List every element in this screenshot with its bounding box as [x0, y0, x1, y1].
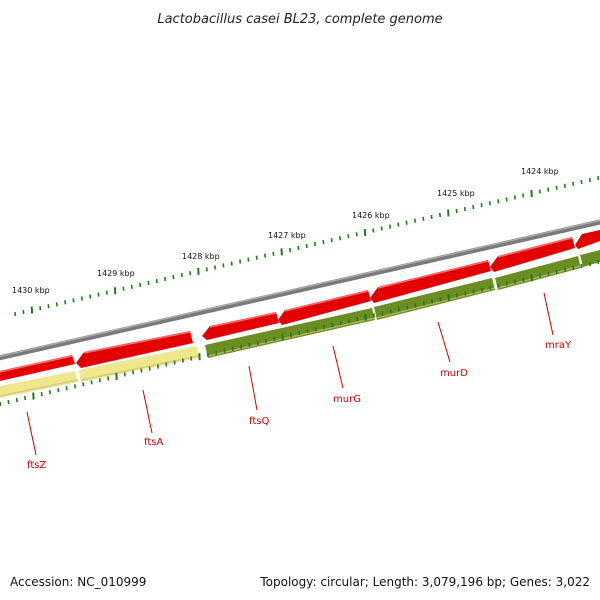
reverse-gene-bar[interactable] [580, 250, 600, 267]
kbp-label: 1429 kbp [97, 269, 135, 278]
gene-label-ftsA[interactable]: ftsA [144, 437, 163, 448]
kbp-label: 1430 kbp [12, 286, 50, 295]
reverse-gene-bar[interactable] [495, 256, 581, 290]
forward-gene-arrow[interactable] [490, 237, 575, 272]
kbp-label: 1424 kbp [521, 167, 559, 176]
gene-label-ftsZ[interactable]: ftsZ [27, 460, 46, 471]
gene-labels: ftsZ ftsA ftsQ murG murD mraY [27, 340, 572, 471]
reverse-strand-genes [0, 250, 600, 398]
kbp-label: 1427 kbp [268, 231, 306, 240]
genome-backbone [0, 219, 600, 361]
outer-tick-marks [14, 175, 600, 317]
forward-strand-genes [0, 230, 600, 381]
gene-label-murG[interactable]: murG [333, 394, 361, 405]
kbp-label: 1428 kbp [182, 252, 220, 261]
gene-label-leaders [26, 292, 554, 456]
kbp-label: 1426 kbp [352, 211, 390, 220]
map-title: Lactobacillus casei BL23, complete genom… [157, 12, 442, 27]
kbp-label: 1425 kbp [437, 189, 475, 198]
forward-gene-arrow[interactable] [370, 260, 491, 303]
inner-tick-marks [0, 259, 600, 407]
reverse-gene-bar[interactable] [79, 346, 199, 382]
reverse-gene-bar[interactable] [205, 308, 375, 358]
kbp-labels: 1430 kbp 1429 kbp 1428 kbp 1427 kbp 1426… [12, 167, 559, 295]
accession-text: Accession: NC_010999 [10, 575, 147, 589]
gene-label-mraY[interactable]: mraY [545, 340, 572, 351]
reverse-gene-bar[interactable] [374, 278, 495, 320]
gene-label-ftsQ[interactable]: ftsQ [249, 416, 269, 427]
forward-gene-arrow[interactable] [202, 312, 279, 340]
forward-gene-arrow[interactable] [575, 230, 600, 249]
forward-gene-arrow[interactable] [76, 331, 193, 368]
genome-summary-text: Topology: circular; Length: 3,079,196 bp… [260, 575, 590, 589]
forward-gene-arrow[interactable] [278, 290, 371, 325]
gene-label-murD[interactable]: murD [440, 368, 468, 379]
forward-gene-arrow[interactable] [0, 355, 75, 381]
